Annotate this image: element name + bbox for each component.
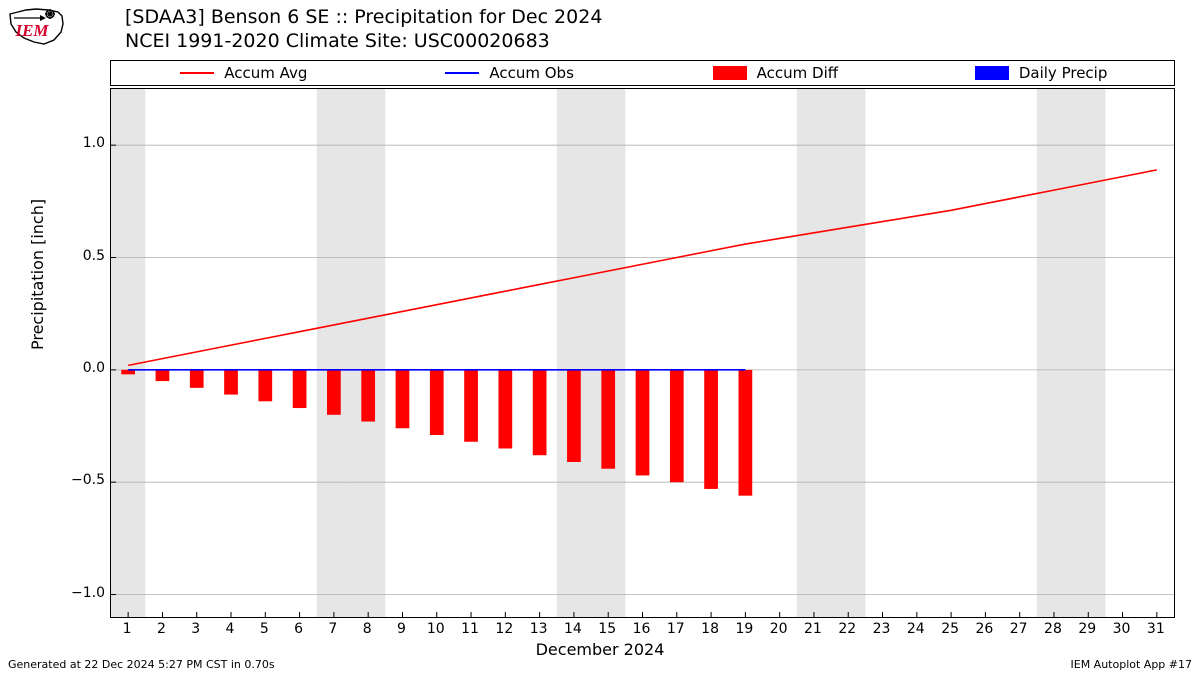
title-line-1: [SDAA3] Benson 6 SE :: Precipitation for… bbox=[125, 6, 602, 30]
x-tick-label: 29 bbox=[1078, 621, 1096, 637]
precipitation-chart-page: IEM [SDAA3] Benson 6 SE :: Precipitation… bbox=[0, 0, 1200, 675]
x-tick-label: 26 bbox=[975, 621, 993, 637]
x-tick-label: 19 bbox=[735, 621, 753, 637]
x-tick-label: 31 bbox=[1147, 621, 1165, 637]
plot-area bbox=[110, 88, 1175, 618]
legend-label: Accum Diff bbox=[757, 64, 838, 82]
legend-swatch-line bbox=[445, 72, 479, 74]
y-tick-label: 0.0 bbox=[45, 360, 105, 376]
x-tick-label: 10 bbox=[427, 621, 445, 637]
legend-label: Accum Obs bbox=[489, 64, 574, 82]
x-tick-label: 23 bbox=[873, 621, 891, 637]
legend-label: Accum Avg bbox=[224, 64, 307, 82]
x-tick-label: 12 bbox=[495, 621, 513, 637]
chart-legend: Accum Avg Accum Obs Accum Diff Daily Pre… bbox=[110, 60, 1175, 86]
x-axis-label: December 2024 bbox=[0, 640, 1200, 659]
footer-generated: Generated at 22 Dec 2024 5:27 PM CST in … bbox=[8, 658, 275, 671]
x-tick-label: 28 bbox=[1044, 621, 1062, 637]
legend-item-accum-diff: Accum Diff bbox=[643, 64, 909, 82]
x-tick-label: 27 bbox=[1010, 621, 1028, 637]
plot-svg bbox=[111, 89, 1174, 617]
x-tick-label: 3 bbox=[191, 621, 200, 637]
x-tick-label: 7 bbox=[328, 621, 337, 637]
x-tick-label: 20 bbox=[770, 621, 788, 637]
legend-item-accum-avg: Accum Avg bbox=[111, 64, 377, 82]
x-tick-label: 14 bbox=[564, 621, 582, 637]
x-tick-label: 1 bbox=[123, 621, 132, 637]
legend-label: Daily Precip bbox=[1019, 64, 1108, 82]
x-tick-label: 5 bbox=[260, 621, 269, 637]
legend-swatch-rect bbox=[713, 66, 747, 80]
iem-logo: IEM bbox=[6, 4, 66, 48]
legend-swatch-rect bbox=[975, 66, 1009, 80]
footer-app: IEM Autoplot App #17 bbox=[1071, 658, 1193, 671]
x-tick-label: 2 bbox=[157, 621, 166, 637]
y-tick-label: −0.5 bbox=[45, 472, 105, 488]
x-tick-label: 18 bbox=[701, 621, 719, 637]
x-tick-label: 9 bbox=[397, 621, 406, 637]
x-tick-label: 4 bbox=[226, 621, 235, 637]
y-axis-label: Precipitation [inch] bbox=[28, 199, 47, 350]
legend-swatch-line bbox=[180, 72, 214, 74]
y-tick-label: 0.5 bbox=[45, 248, 105, 264]
y-tick-label: −1.0 bbox=[45, 585, 105, 601]
x-tick-label: 17 bbox=[667, 621, 685, 637]
x-tick-label: 30 bbox=[1113, 621, 1131, 637]
y-tick-label: 1.0 bbox=[45, 135, 105, 151]
x-tick-label: 15 bbox=[598, 621, 616, 637]
x-tick-label: 16 bbox=[633, 621, 651, 637]
x-tick-label: 13 bbox=[530, 621, 548, 637]
chart-title: [SDAA3] Benson 6 SE :: Precipitation for… bbox=[125, 6, 602, 54]
x-tick-label: 25 bbox=[941, 621, 959, 637]
legend-item-accum-obs: Accum Obs bbox=[377, 64, 643, 82]
title-line-2: NCEI 1991-2020 Climate Site: USC00020683 bbox=[125, 30, 602, 54]
x-tick-label: 8 bbox=[363, 621, 372, 637]
x-tick-label: 22 bbox=[838, 621, 856, 637]
svg-text:IEM: IEM bbox=[14, 21, 49, 40]
x-tick-label: 11 bbox=[461, 621, 479, 637]
x-tick-label: 6 bbox=[294, 621, 303, 637]
x-tick-label: 24 bbox=[907, 621, 925, 637]
x-tick-label: 21 bbox=[804, 621, 822, 637]
legend-item-daily-precip: Daily Precip bbox=[908, 64, 1174, 82]
